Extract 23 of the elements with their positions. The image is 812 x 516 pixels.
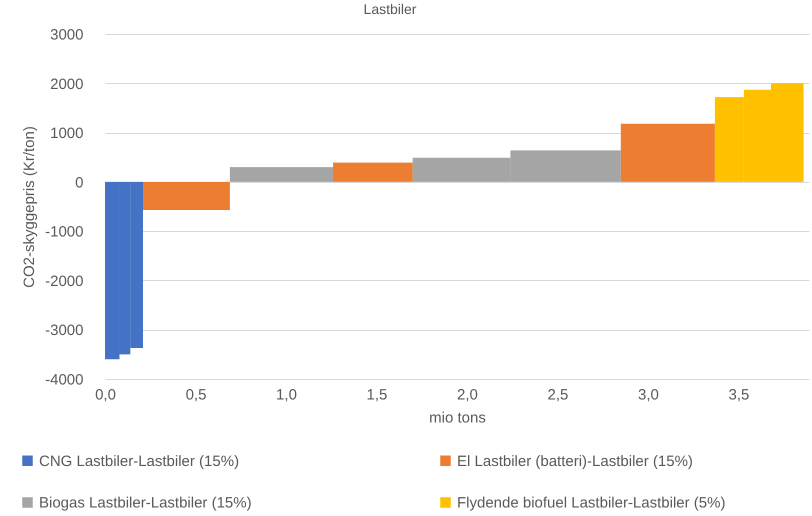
x-axis-title: mio tons [429,410,486,426]
y-tick-label: 3000 [50,26,84,44]
chart-title: Lastbiler [364,1,417,17]
y-tick-label: 1000 [50,125,84,142]
x-tick-label: 2,0 [457,386,478,404]
x-tick-label: 1,0 [276,386,297,404]
y-tick-label: -4000 [45,372,84,388]
x-tick-label: 0,5 [186,386,206,404]
y-axis-title: CO2-skyggepris (Kr/ton) [21,126,38,288]
x-tick-label: 1,5 [366,386,388,404]
x-tick-label: 0,0 [95,386,116,404]
y-tick-label: 2000 [50,76,84,93]
legend-label: Biogas Lastbiler-Lastbiler (15%) [39,494,252,512]
legend-label: Flydende biofuel Lastbiler-Lastbiler (5%) [457,494,726,512]
y-tick-label: -3000 [45,322,84,340]
x-tick-label: 3,0 [638,386,659,404]
legend-label: CNG Lastbiler-Lastbiler (15%) [39,452,240,470]
y-tick-label: 0 [75,174,84,192]
legend-label: El Lastbiler (batteri)-Lastbiler (15%) [457,452,693,470]
y-tick-label: -1000 [45,224,84,241]
x-tick-label: 3,5 [728,386,750,404]
x-tick-label: 2,5 [548,386,568,404]
y-tick-label: -2000 [45,272,84,290]
